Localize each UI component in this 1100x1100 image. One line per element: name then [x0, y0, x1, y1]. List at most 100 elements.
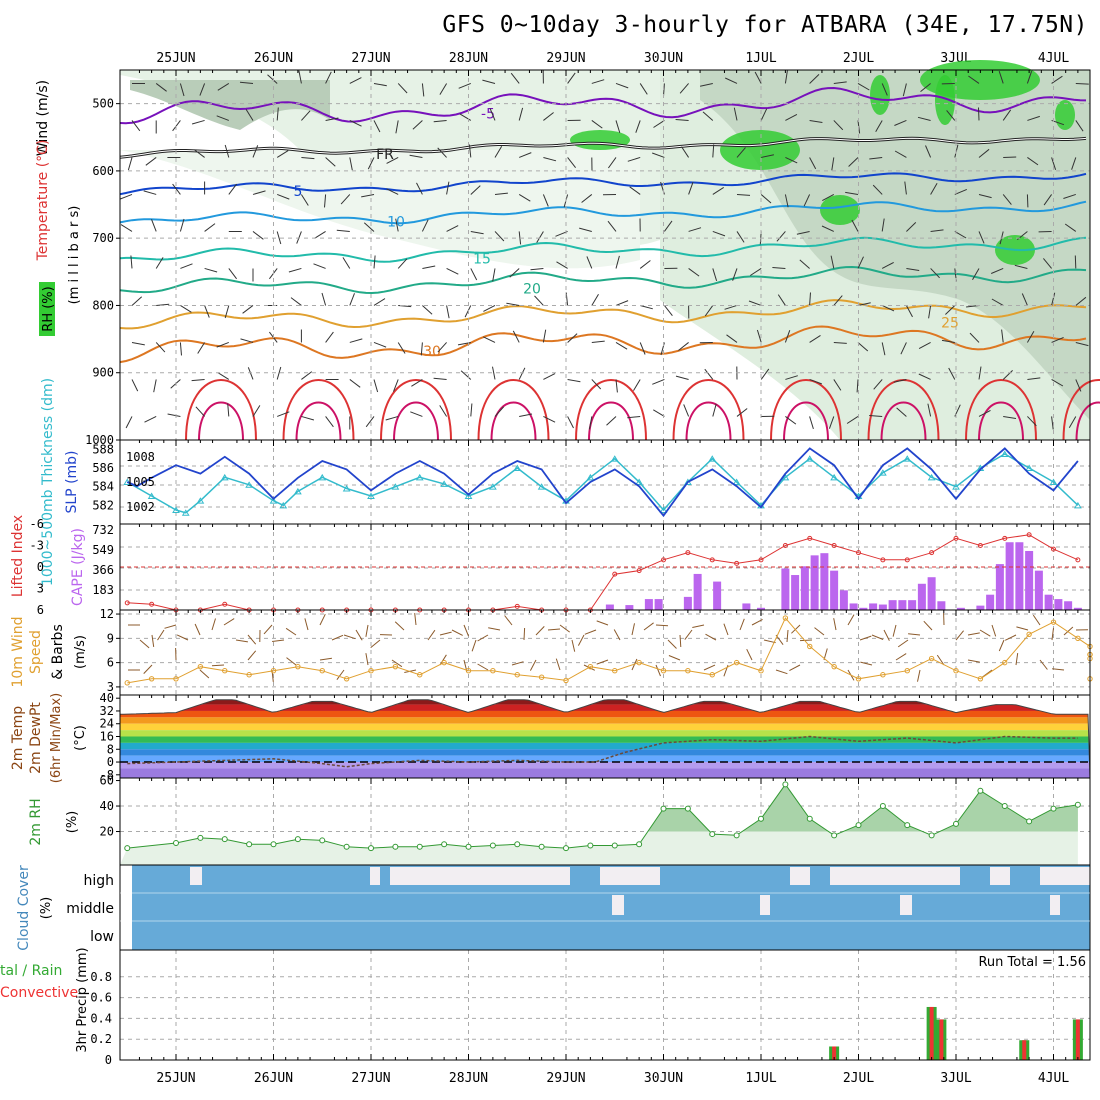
wind-barb: [784, 194, 789, 208]
rh-area-high: [120, 784, 1078, 832]
temperature-band: [120, 710, 1090, 718]
wind-barb: [969, 332, 980, 343]
wind-barb: [629, 186, 641, 195]
thickness-point: [1073, 501, 1082, 509]
isotherm-line: [119, 86, 1087, 125]
isotherm-loop: [978, 401, 1024, 441]
wind-barb: [325, 71, 332, 84]
surface-wind-barb: [814, 627, 825, 636]
surface-wind-barb: [488, 627, 501, 631]
top-day-label: 30JUN: [644, 51, 683, 66]
top-day-label: 1JUL: [745, 51, 776, 66]
wind-barb: [606, 416, 617, 426]
wind-barb: [627, 156, 641, 162]
surface-wind-barb: [655, 664, 661, 677]
thickness-point: [1049, 478, 1058, 485]
wind-barb: [433, 119, 447, 123]
wind-barb: [409, 154, 423, 158]
temperature-line: [119, 699, 1091, 779]
cloud-level-label: low: [90, 929, 114, 945]
li-tick-label: 3: [37, 582, 44, 596]
wind-barb: [902, 83, 907, 97]
thickness-point: [659, 506, 668, 513]
wind-barb: [1027, 377, 1041, 380]
bottom-day-label: 28JUN: [449, 1071, 488, 1086]
wind-barb: [1027, 115, 1040, 121]
bottom-day-label: 26JUN: [254, 1071, 293, 1086]
wind-barb: [519, 413, 533, 417]
surface-wind-barb: [991, 624, 997, 637]
surface-wind-barb: [319, 613, 326, 626]
surface-wind-barb: [547, 628, 561, 631]
wind-barb: [267, 74, 278, 84]
wind-barb: [509, 268, 520, 278]
wind-speed-point: [855, 676, 862, 682]
wind-barb: [411, 379, 423, 387]
cape-bar: [1064, 601, 1073, 610]
thickness-point: [878, 469, 887, 476]
wind-barb: [276, 231, 282, 245]
wind-barb: [228, 183, 237, 195]
wind-barb: [373, 341, 387, 348]
wind-barb: [917, 116, 931, 121]
lifted-index-point: [977, 543, 983, 548]
lifted-index-point: [782, 543, 788, 548]
surface-wind-barb: [1004, 634, 1017, 641]
wind-barb: [397, 342, 406, 354]
surface-wind-barb: [998, 639, 1005, 652]
cape-bar: [683, 596, 692, 610]
cape-bar: [625, 605, 634, 610]
temp-axis-label-a: 2m Temp: [10, 706, 26, 770]
cape-bar: [1005, 542, 1014, 610]
thickness-axis-label: 1000~500mb Thickness (dm): [40, 378, 56, 586]
precip-axis-label-b: Convective: [0, 985, 78, 1001]
lifted-index-point: [124, 600, 130, 606]
surface-wind-barb: [775, 669, 788, 675]
wind-barb: [421, 83, 425, 97]
surface-wind-barb: [613, 629, 621, 641]
y-tick-label: 1000: [85, 433, 114, 447]
temperature-band: [120, 755, 1090, 763]
wind-barb: [492, 366, 496, 380]
li-axis-label: Lifted Index: [10, 515, 26, 597]
wind-barb: [591, 379, 602, 390]
surface-wind-barb: [668, 655, 681, 661]
rh-point: [1026, 818, 1033, 825]
wind-barb: [567, 333, 578, 343]
rh-point: [124, 845, 131, 852]
surface-wind-barb: [343, 634, 356, 640]
rh-point: [294, 836, 301, 843]
surface-wind-barb: [631, 623, 635, 636]
wind-barb: [494, 406, 505, 417]
wind-barb: [422, 265, 436, 269]
wind-barb: [543, 112, 554, 121]
cloud-high-block: [830, 867, 900, 885]
wind-speed-point: [222, 668, 228, 674]
thickness-tick-label: 582: [92, 498, 114, 512]
wind-ticks: 12 9 6 3: [100, 607, 120, 694]
cloud-high-block: [1040, 867, 1090, 885]
isotherm-label: 15: [473, 251, 491, 267]
y-tick-label: 20: [100, 825, 114, 839]
wind-barb: [460, 370, 472, 380]
wind-barb: [1063, 193, 1076, 199]
wind-barb: [930, 268, 940, 279]
rh-point: [392, 843, 399, 850]
rh-point: [197, 834, 204, 841]
rh-region-90: [1055, 100, 1075, 130]
wind-barb: [125, 416, 133, 429]
thickness-point: [708, 455, 717, 462]
wind-barb: [191, 119, 205, 125]
temp-axis-label-c: (6hr Min/Max): [49, 693, 64, 783]
wind-barb: [567, 72, 576, 84]
wind-barb: [217, 372, 230, 380]
cloud-level-label: high: [83, 873, 114, 889]
cape-bar: [869, 603, 878, 610]
wind-barb: [894, 119, 907, 126]
bottom-day-label: 25JUN: [156, 1071, 195, 1086]
wind-speed-point: [441, 659, 447, 666]
lifted-index-point: [514, 603, 520, 609]
y-tick-label: 16: [100, 730, 114, 744]
thickness-point: [367, 492, 375, 499]
thickness-point: [196, 497, 205, 504]
